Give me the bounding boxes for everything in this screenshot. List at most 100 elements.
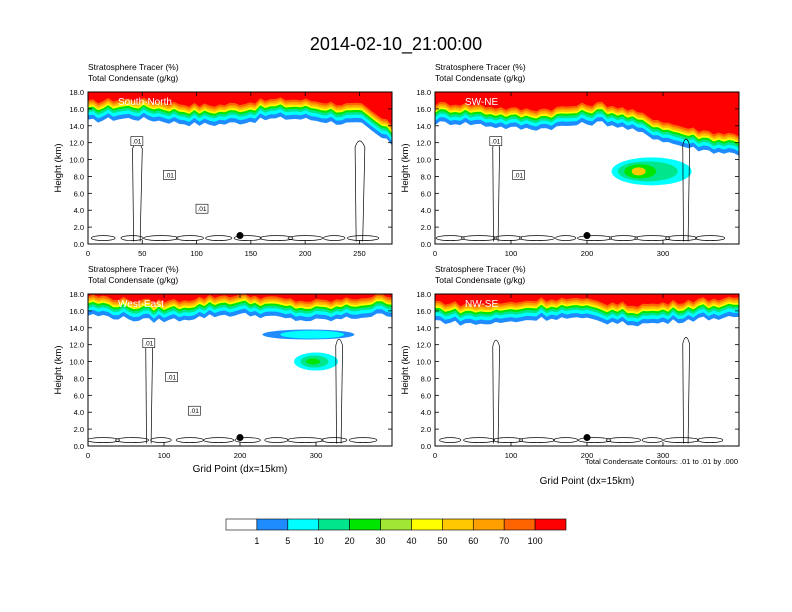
contour-label: .01 [130, 136, 144, 146]
x-tick-label: 200 [581, 249, 594, 258]
colorbar: 1 5 10 20 30 40 50 60 70 100 [225, 518, 567, 546]
contour-line [577, 437, 612, 443]
contour-label: .01 [512, 170, 525, 180]
colorbar-swatch [287, 518, 320, 531]
panel-label: South-North [118, 97, 172, 108]
y-tick-label: 12.0 [416, 139, 431, 148]
x-tick-label: 300 [657, 249, 670, 258]
contour-line [143, 235, 179, 241]
y-tick-label: 8.0 [74, 374, 84, 383]
contour-line [150, 437, 172, 443]
y-tick-label: 14.0 [69, 324, 84, 333]
y-tick-label: 4.0 [74, 206, 84, 215]
y-axis-label: Height (km) [400, 143, 411, 192]
x-tick-label: 150 [245, 249, 258, 258]
contour-label: .01 [165, 372, 178, 382]
panel-subtitle-tracer: Stratosphere Tracer (%) [88, 264, 179, 274]
svg-text:.01: .01 [165, 172, 174, 179]
x-tick-label: 100 [505, 451, 518, 460]
panel-label: SW-NE [465, 97, 498, 108]
contour-line [460, 235, 498, 241]
y-tick-label: 10.0 [416, 156, 431, 165]
y-axis-label: Height (km) [53, 143, 64, 192]
contour-line [259, 235, 294, 241]
contour-line [354, 140, 366, 242]
y-tick-label: 12.0 [69, 139, 84, 148]
panel-label: NW-SE [465, 299, 498, 310]
y-tick-label: 6.0 [421, 391, 431, 400]
y-tick-label: 6.0 [74, 189, 84, 198]
y-tick-label: 8.0 [74, 172, 84, 181]
contour-line [90, 235, 116, 241]
y-tick-label: 10.0 [416, 358, 431, 367]
panel-subtitle-condensate: Total Condensate (g/kg) [88, 275, 178, 285]
colorbar-label: 30 [376, 536, 386, 546]
y-tick-label: 8.0 [421, 172, 431, 181]
contour-line [203, 437, 235, 443]
figure-title: 2014-02-10_21:00:00 [310, 34, 482, 55]
location-marker [236, 232, 244, 240]
tracer-blob [262, 329, 355, 371]
contour-label: .01 [188, 405, 201, 416]
svg-text:.01: .01 [514, 172, 523, 179]
contour-label: .01 [195, 203, 209, 214]
contour-line [493, 235, 523, 241]
contour-note: Total Condensate Contours: .01 to .01 by… [585, 457, 738, 466]
colorbar-swatch [318, 518, 350, 531]
svg-text:.01: .01 [167, 374, 176, 381]
y-axis-label: Height (km) [400, 345, 411, 394]
x-tick-label: 100 [190, 249, 203, 258]
y-tick-label: 16.0 [69, 105, 84, 114]
y-tick-label: 2.0 [421, 425, 431, 434]
colorbar-swatch [472, 518, 505, 531]
y-tick-label: 4.0 [74, 408, 84, 417]
colorbar-label: 40 [406, 536, 416, 546]
contour-label: .01 [142, 338, 156, 348]
panel-2: Stratosphere Tracer (%)Total Condensate … [400, 62, 740, 258]
colorbar-swatch [503, 518, 536, 531]
contour-line [205, 235, 233, 241]
contour-line [335, 338, 343, 444]
y-tick-label: 18.0 [416, 88, 431, 97]
panel-subtitle-tracer: Stratosphere Tracer (%) [435, 62, 526, 72]
x-tick-label: 100 [158, 451, 171, 460]
y-tick-label: 0.0 [74, 442, 84, 451]
panel-4: Stratosphere Tracer (%)Total Condensate … [400, 264, 740, 487]
location-marker [583, 434, 591, 442]
colorbar-swatch [380, 518, 412, 531]
y-tick-label: 0.0 [74, 240, 84, 249]
y-tick-label: 14.0 [416, 324, 431, 333]
x-tick-label: 0 [433, 249, 437, 258]
plot-area [435, 294, 739, 446]
x-tick-label: 200 [234, 451, 247, 460]
y-tick-label: 2.0 [74, 425, 84, 434]
contour-line [287, 437, 324, 443]
contour-label: .01 [489, 136, 503, 146]
contour-line [321, 437, 348, 443]
colorbar-label: 100 [528, 536, 543, 546]
contour-line [264, 437, 289, 443]
x-tick-label: 300 [657, 451, 670, 460]
y-tick-label: 18.0 [69, 88, 84, 97]
location-marker [236, 434, 244, 442]
x-axis-label: Grid Point (dx=15km) [540, 476, 635, 487]
colorbar-swatch [256, 518, 289, 531]
contour-line [682, 337, 690, 444]
contour-line [555, 235, 577, 241]
y-tick-label: 14.0 [416, 122, 431, 131]
y-tick-label: 12.0 [416, 341, 431, 350]
x-tick-label: 100 [505, 249, 518, 258]
contour-line [120, 235, 144, 241]
condensate-contours [439, 337, 724, 444]
y-axis-label: Height (km) [53, 345, 64, 394]
panel-subtitle-condensate: Total Condensate (g/kg) [435, 73, 525, 83]
y-tick-label: 6.0 [421, 189, 431, 198]
x-tick-label: 0 [86, 451, 90, 460]
contour-line [88, 437, 120, 443]
y-tick-label: 4.0 [421, 206, 431, 215]
panel-1: Stratosphere Tracer (%)Total Condensate … [53, 62, 393, 258]
contour-line [349, 437, 378, 443]
panel-subtitle-condensate: Total Condensate (g/kg) [435, 275, 525, 285]
y-tick-label: 12.0 [69, 341, 84, 350]
